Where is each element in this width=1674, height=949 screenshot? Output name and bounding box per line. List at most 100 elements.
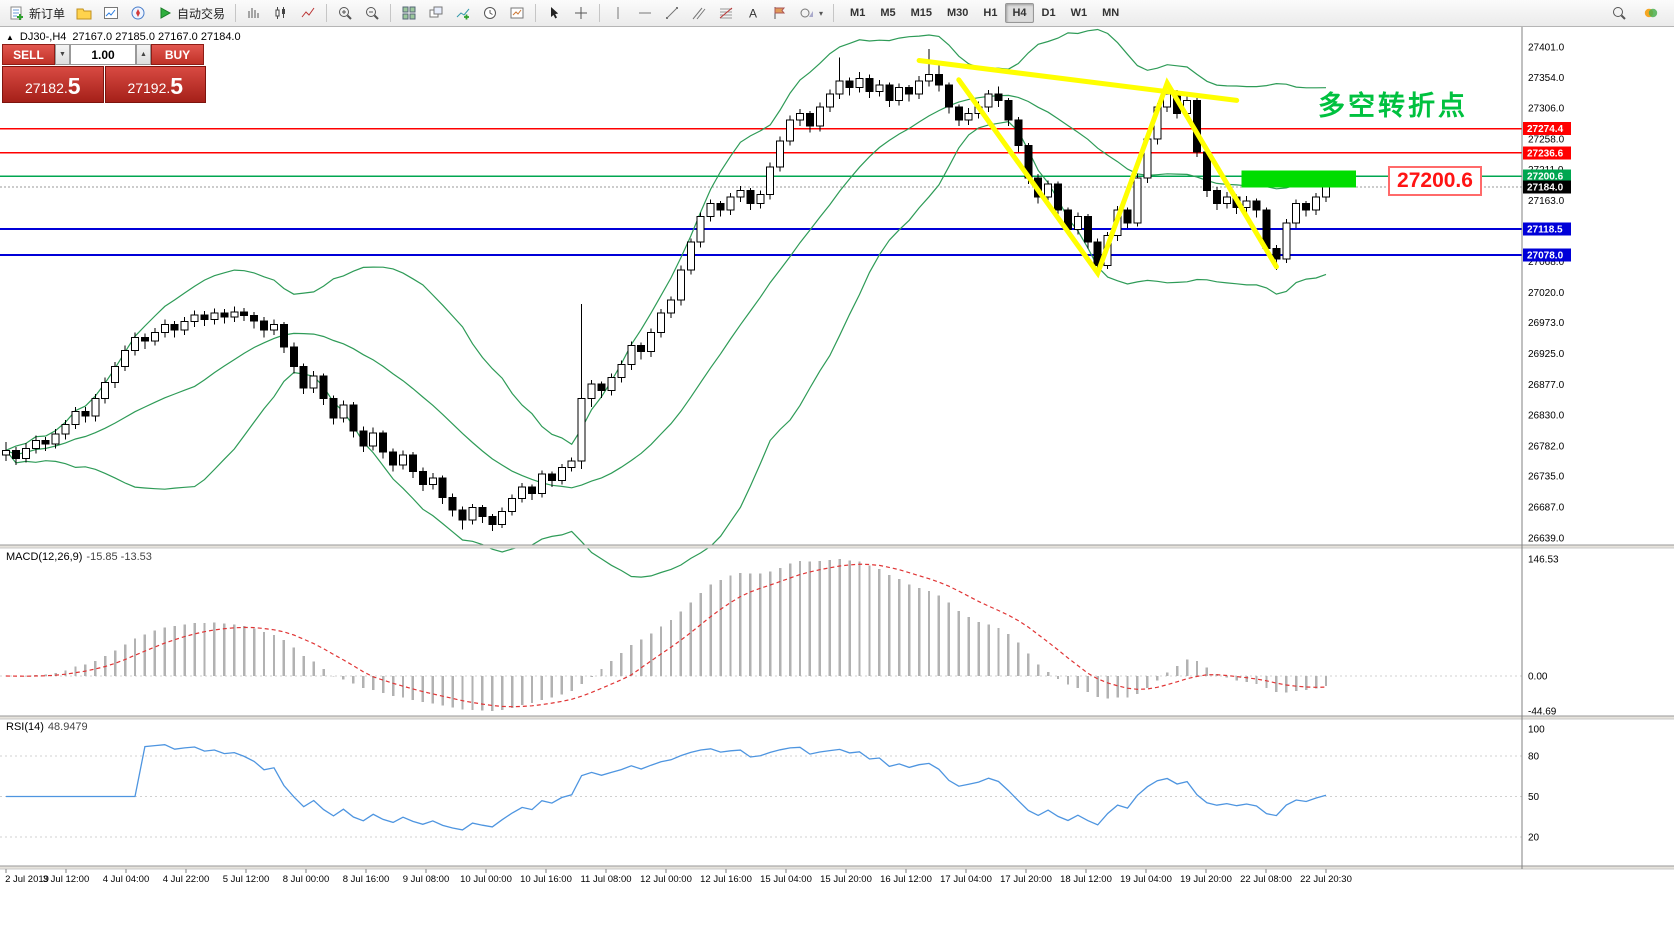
- crosshair-button[interactable]: [568, 2, 594, 24]
- timeframe-button-mn[interactable]: MN: [1102, 7, 1120, 19]
- autotrading-button[interactable]: 自动交易: [152, 2, 230, 24]
- time-axis-label: 10 Jul 16:00: [520, 874, 572, 885]
- price-axis-label: 26877.0: [1528, 380, 1565, 391]
- new-order-button[interactable]: 新订单: [4, 2, 70, 24]
- rsi-axis-label: 20: [1528, 833, 1540, 844]
- timeframe-button-m30[interactable]: M30: [947, 7, 969, 19]
- price-tag: [1523, 180, 1571, 194]
- time-axis-label: 16 Jul 12:00: [880, 874, 932, 885]
- trendline-object[interactable]: [916, 58, 1240, 103]
- timeframe-button-h1[interactable]: H1: [983, 7, 998, 19]
- search-button[interactable]: [1606, 2, 1632, 24]
- bollinger-band-line: [5, 28, 1327, 451]
- trendline-tool-button[interactable]: [659, 2, 685, 24]
- text-label-icon: [774, 7, 786, 19]
- trendline-object[interactable]: [956, 77, 1279, 279]
- new-order-icon: [10, 6, 23, 20]
- candle: [518, 486, 527, 500]
- toolbar-separator: [326, 4, 328, 22]
- candle: [597, 383, 606, 391]
- navigator-button[interactable]: [125, 2, 151, 24]
- line-chart-button[interactable]: [295, 2, 321, 24]
- candle: [2, 449, 10, 456]
- channel-tool-button[interactable]: [686, 2, 712, 24]
- volume-increase-button[interactable]: ▲: [136, 44, 151, 65]
- shapes-tool-button[interactable]: ▾: [794, 2, 828, 24]
- text-tool-button[interactable]: A: [740, 2, 766, 24]
- fibonacci-tool-button[interactable]: [713, 2, 739, 24]
- market-watch-button[interactable]: [98, 2, 124, 24]
- candle: [448, 496, 457, 511]
- candle: [657, 312, 666, 333]
- candle: [905, 87, 914, 95]
- tile-windows-button[interactable]: [396, 2, 422, 24]
- turning-point-annotation[interactable]: 多空转折点: [1318, 91, 1468, 121]
- timeframe-button-w1[interactable]: W1: [1070, 7, 1088, 19]
- zoom-in-button[interactable]: [332, 2, 358, 24]
- candlestick-chart-button[interactable]: [268, 2, 294, 24]
- candle: [1044, 183, 1053, 198]
- price-callout-box[interactable]: 27200.6: [1388, 166, 1482, 196]
- rectangle-object[interactable]: [1241, 170, 1356, 188]
- volume-decrease-button[interactable]: ▼: [55, 44, 70, 65]
- candle: [1242, 200, 1251, 208]
- market-watch-icon: [104, 7, 119, 19]
- text-label-tool-button[interactable]: [767, 2, 793, 24]
- candle: [359, 430, 368, 447]
- bar-chart-button[interactable]: [241, 2, 267, 24]
- periods-button[interactable]: [477, 2, 503, 24]
- zoom-out-button[interactable]: [359, 2, 385, 24]
- autotrading-play-icon: [160, 7, 172, 19]
- candle: [329, 398, 338, 419]
- candle: [31, 440, 40, 449]
- collapse-arrow-icon[interactable]: ▲: [6, 32, 14, 42]
- channel-icon: [692, 7, 706, 20]
- time-axis-label: 22 Jul 08:00: [1240, 874, 1292, 885]
- horizontal-line-tool-button[interactable]: [632, 2, 658, 24]
- time-axis-label: 2 Jul 2019: [5, 874, 49, 885]
- vertical-line-tool-button[interactable]: [605, 2, 631, 24]
- templates-button[interactable]: [504, 2, 530, 24]
- price-tag-label: 27274.4: [1527, 124, 1564, 135]
- candle: [915, 80, 924, 95]
- time-axis-label: 22 Jul 20:30: [1300, 874, 1352, 885]
- timeframe-button-m1[interactable]: M1: [850, 7, 866, 19]
- sell-header-button[interactable]: SELL: [2, 44, 55, 65]
- buy-header-button[interactable]: BUY: [151, 44, 204, 65]
- price-axis-label: 27401.0: [1528, 42, 1565, 53]
- timeframe-button-m5[interactable]: M5: [880, 7, 896, 19]
- cursor-button[interactable]: [541, 2, 567, 24]
- candle: [925, 74, 934, 82]
- toolbar-separator: [833, 4, 835, 22]
- macd-signal-line: [5, 563, 1327, 708]
- candle: [508, 498, 517, 512]
- candle: [478, 507, 487, 518]
- toolbar-separator: [599, 4, 601, 22]
- community-button[interactable]: [1638, 2, 1664, 24]
- price-tag: [1523, 222, 1571, 236]
- volume-input[interactable]: [70, 44, 136, 65]
- candle: [984, 93, 993, 108]
- candle: [676, 269, 685, 301]
- macd-indicator-label: MACD(12,26,9) -15.85 -13.53: [6, 551, 152, 563]
- candle: [488, 516, 497, 525]
- timeframe-button-m15[interactable]: M15: [910, 7, 933, 19]
- timeframe-button-h4[interactable]: H4: [1005, 3, 1034, 23]
- buy-price-button[interactable]: 27192. 5: [104, 66, 206, 103]
- profiles-button[interactable]: [71, 2, 97, 24]
- bollinger-band-line: [5, 121, 1327, 578]
- indicators-button[interactable]: [450, 2, 476, 24]
- candle: [934, 74, 943, 86]
- candle: [140, 337, 149, 342]
- candle: [577, 398, 586, 462]
- timeframe-button-d1[interactable]: D1: [1041, 7, 1056, 19]
- sell-price-button[interactable]: 27182. 5: [2, 66, 104, 103]
- candle: [101, 382, 110, 400]
- panel-splitter[interactable]: [0, 545, 1674, 548]
- candle: [150, 331, 159, 342]
- panel-splitter[interactable]: [0, 866, 1674, 869]
- panel-splitter[interactable]: [0, 716, 1674, 719]
- candle: [1212, 190, 1221, 205]
- cascade-windows-button[interactable]: [423, 2, 449, 24]
